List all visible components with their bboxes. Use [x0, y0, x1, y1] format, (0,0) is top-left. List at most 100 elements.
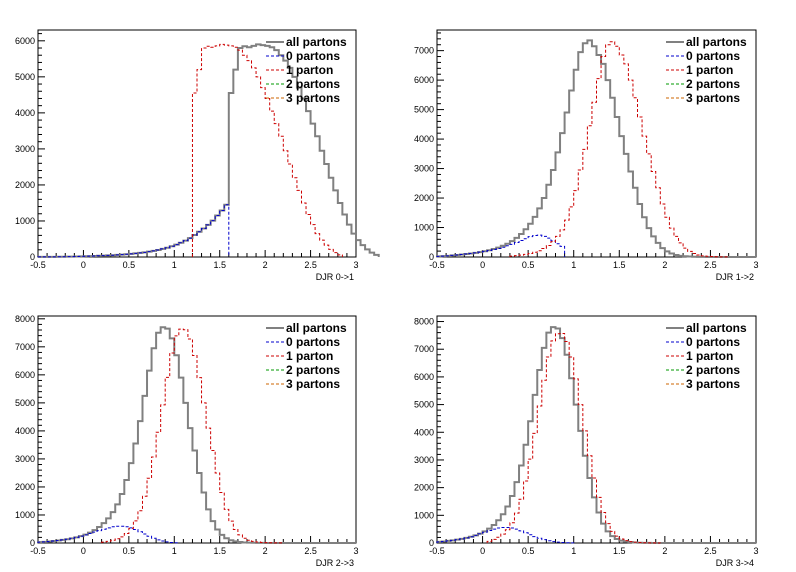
x-tick-label: 2 [263, 260, 268, 270]
x-tick-label: 0.5 [522, 260, 535, 270]
y-tick-label: 2000 [414, 193, 434, 203]
x-tick-label: 1.5 [213, 260, 226, 270]
legend-label: 2 partons [286, 363, 340, 377]
y-tick-label: 0 [429, 252, 434, 262]
x-axis-title: DJR 3->4 [716, 558, 754, 568]
y-tick-label: 5000 [15, 398, 35, 408]
x-tick-label: 2 [662, 546, 667, 556]
legend-label: all partons [686, 321, 747, 335]
x-tick-label: 3 [353, 260, 358, 270]
y-tick-label: 5000 [15, 72, 35, 82]
y-tick-label: 1000 [414, 223, 434, 233]
plot-frame [37, 315, 357, 544]
y-tick-label: 7000 [15, 342, 35, 352]
y-tick-label: 8000 [414, 317, 434, 327]
y-tick-label: 1000 [414, 510, 434, 520]
x-tick-label: 1 [172, 260, 177, 270]
legend-label: 3 partons [686, 377, 740, 391]
x-tick-label: 0 [480, 546, 485, 556]
y-tick-label: 2000 [15, 482, 35, 492]
x-tick-label: 1 [571, 260, 576, 270]
x-tick-label: 3 [353, 546, 358, 556]
x-tick-label: 2.5 [704, 546, 717, 556]
y-tick-label: 6000 [15, 36, 35, 46]
x-tick-label: 0 [480, 260, 485, 270]
x-tick-label: -0.5 [30, 546, 46, 556]
x-axis-title: DJR 0->1 [316, 272, 354, 282]
x-tick-label: 2.5 [704, 260, 717, 270]
x-axis-title: DJR 2->3 [316, 558, 354, 568]
x-tick-label: 0.5 [522, 546, 535, 556]
series-1-parton-histogram [191, 43, 343, 257]
legend-label: 3 partons [286, 91, 340, 105]
y-tick-label: 6000 [414, 75, 434, 85]
legend-label: 1 parton [686, 63, 733, 77]
x-tick-label: -0.5 [30, 260, 46, 270]
y-tick-label: 3000 [414, 455, 434, 465]
y-tick-label: 8000 [15, 314, 35, 324]
y-tick-label: 0 [30, 252, 35, 262]
x-tick-label: 1 [172, 546, 177, 556]
legend-label: all partons [286, 321, 347, 335]
x-tick-label: 0.5 [123, 546, 136, 556]
y-tick-label: 4000 [15, 426, 35, 436]
y-tick-label: 1000 [15, 216, 35, 226]
legend-label: 1 parton [686, 349, 733, 363]
x-tick-label: -0.5 [429, 546, 445, 556]
x-axis-title: DJR 1->2 [716, 272, 754, 282]
x-tick-label: 1.5 [613, 546, 626, 556]
y-tick-label: 3000 [15, 144, 35, 154]
legend-label: 2 partons [686, 363, 740, 377]
x-tick-label: 3 [753, 260, 758, 270]
x-tick-label: 0 [81, 546, 86, 556]
legend-label: all partons [686, 35, 747, 49]
x-tick-label: 2.5 [304, 260, 317, 270]
legend-label: 1 parton [286, 349, 333, 363]
series-1-parton-histogram [509, 41, 730, 258]
legend-label: 3 partons [686, 91, 740, 105]
legend-label: 3 partons [286, 377, 340, 391]
panel-djr-1-2: -0.5 0 0.5 1 1.5 2 2.5 301000200030004000500060… [414, 29, 759, 282]
panel-djr-0-1: -0.5 0 0.5 1 1.5 2 2.5 301000200030004000500060… [15, 29, 380, 282]
series-0-partons-histogram [436, 234, 566, 257]
y-tick-label: 4000 [15, 108, 35, 118]
x-tick-label: 0.5 [123, 260, 136, 270]
legend-label: 0 partons [286, 335, 340, 349]
legend-label: 2 partons [286, 77, 340, 91]
x-tick-label: 2 [263, 546, 268, 556]
x-tick-label: 3 [753, 546, 758, 556]
y-tick-label: 3000 [15, 454, 35, 464]
y-tick-label: 1000 [15, 510, 35, 520]
x-tick-label: -0.5 [429, 260, 445, 270]
y-tick-label: 0 [30, 538, 35, 548]
y-tick-label: 0 [429, 538, 434, 548]
y-tick-label: 7000 [414, 344, 434, 354]
y-tick-label: 4000 [414, 427, 434, 437]
series-0-partons-histogram [37, 525, 180, 544]
series-1-parton-histogram [101, 328, 284, 544]
x-tick-label: 2 [662, 260, 667, 270]
plot-frame [436, 315, 757, 544]
y-tick-label: 5000 [414, 105, 434, 115]
legend-label: 0 partons [686, 335, 740, 349]
y-tick-label: 2000 [414, 483, 434, 493]
x-tick-label: 2.5 [304, 546, 317, 556]
x-tick-label: 1.5 [613, 260, 626, 270]
legend-label: 2 partons [686, 77, 740, 91]
y-tick-label: 6000 [15, 370, 35, 380]
series-1-parton-histogram [486, 332, 661, 544]
y-tick-label: 6000 [414, 372, 434, 382]
panel-djr-2-3: -0.5 0 0.5 1 1.5 2 2.5 301000200030004000500060… [15, 314, 359, 568]
y-tick-label: 4000 [414, 134, 434, 144]
x-tick-label: 0 [81, 260, 86, 270]
series-0-partons-histogram [37, 204, 230, 258]
plot-frame [37, 29, 357, 258]
y-tick-label: 5000 [414, 400, 434, 410]
series-0-partons-histogram [436, 527, 575, 544]
panel-djr-3-4: -0.5 0 0.5 1 1.5 2 2.5 301000200030004000500060… [414, 315, 759, 568]
legend-label: 1 parton [286, 63, 333, 77]
plot-frame [436, 29, 757, 258]
legend-label: 0 partons [286, 49, 340, 63]
y-tick-label: 2000 [15, 180, 35, 190]
